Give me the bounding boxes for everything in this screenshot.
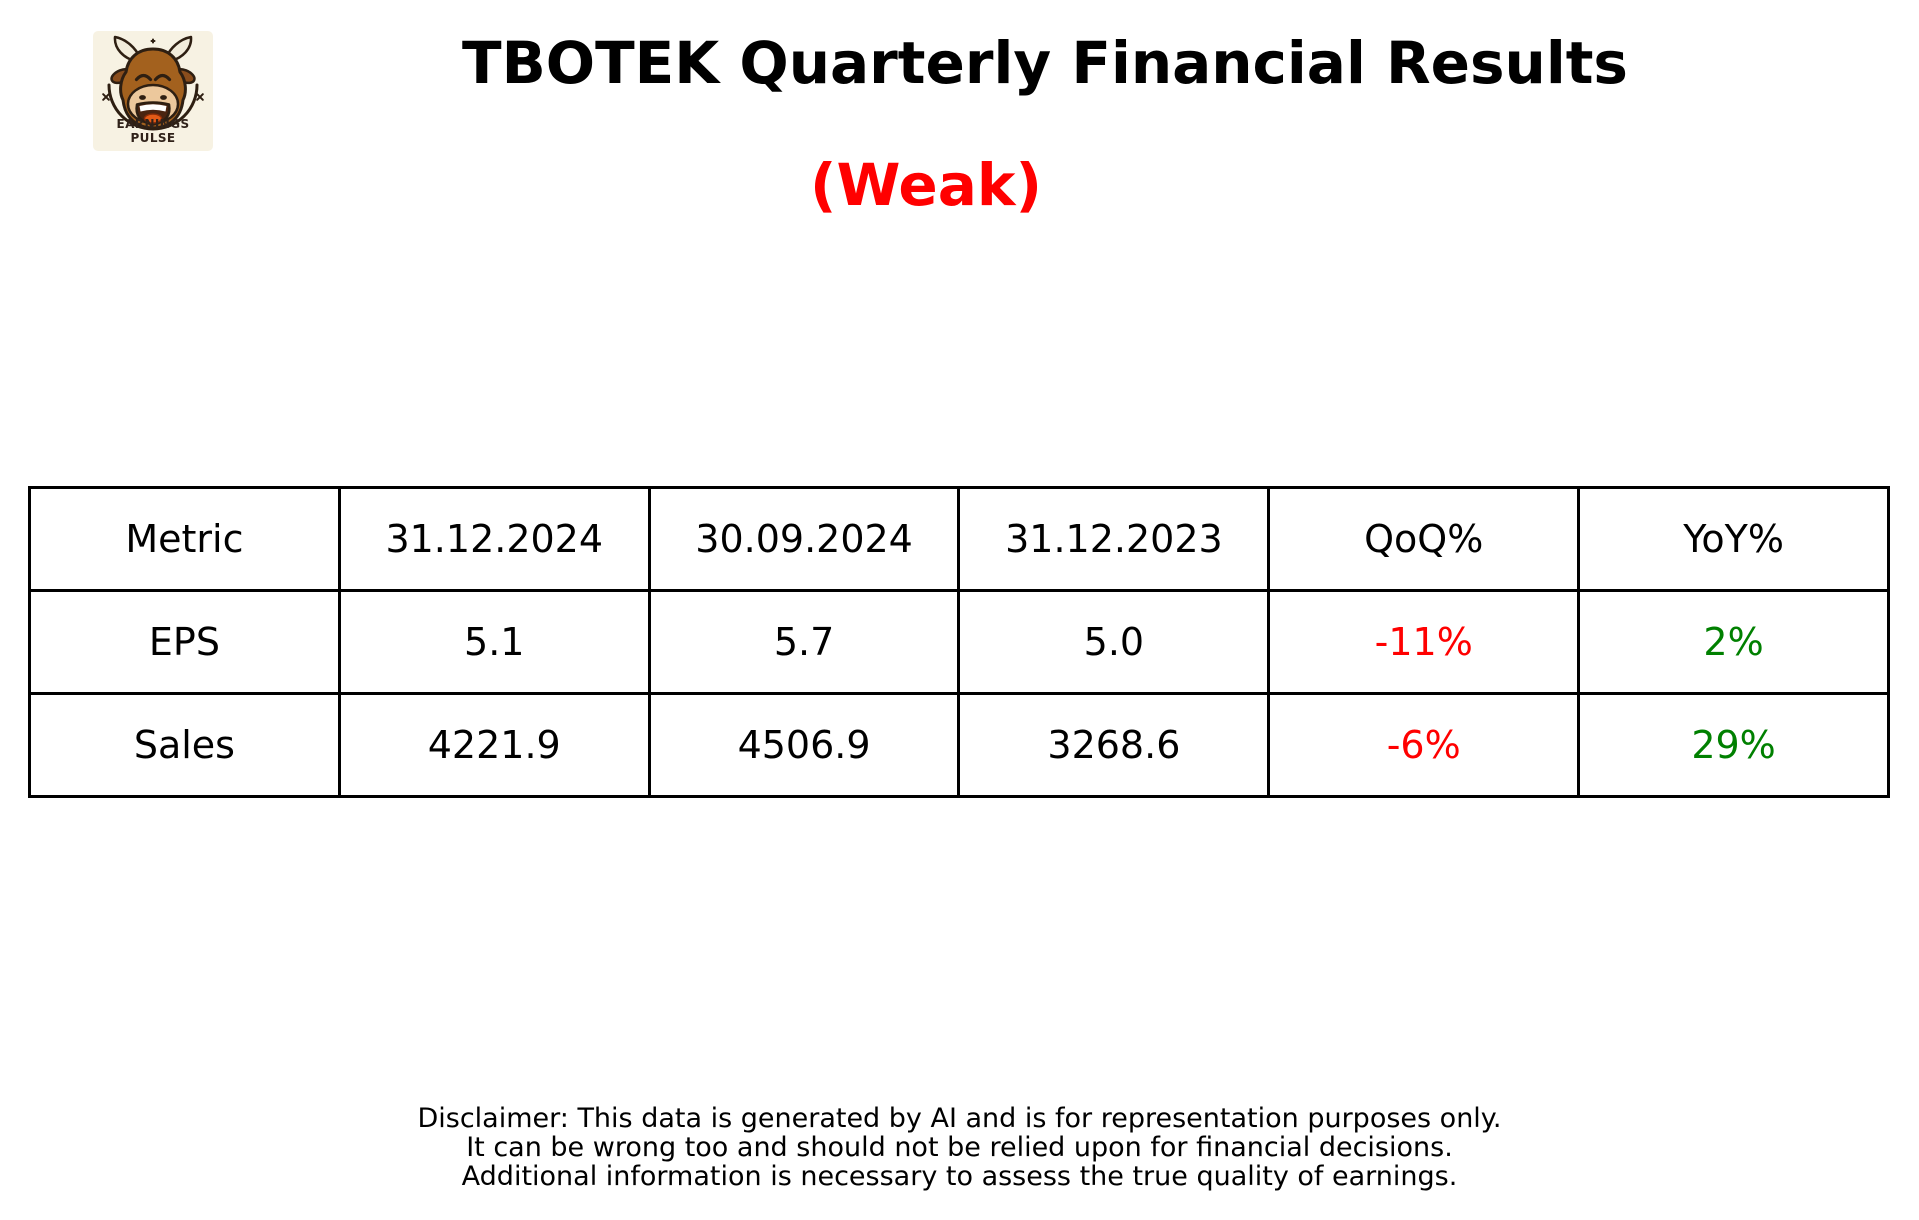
disclaimer-line-1: Disclaimer: This data is generated by AI… (417, 1103, 1502, 1134)
sales-q-current: 4221.9 (337, 692, 651, 798)
logo-caption: EARNINGS PULSE (116, 117, 190, 145)
col-header-yoy: YoY% (1577, 486, 1890, 592)
col-header-qoq: QoQ% (1267, 486, 1581, 592)
col-header-q-previous: 30.09.2024 (647, 486, 961, 592)
eps-label: EPS (28, 589, 341, 695)
bull-mascot-icon (102, 35, 204, 131)
col-header-metric: Metric (28, 486, 341, 592)
table-header-row: Metric 31.12.2024 30.09.2024 31.12.2023 … (28, 486, 1890, 592)
eps-yoy-change: 2% (1577, 589, 1890, 695)
logo-earnings-pulse: EARNINGS PULSE (93, 31, 213, 151)
disclaimer-line-2: It can be wrong too and should not be re… (466, 1132, 1453, 1163)
financial-results-table: Metric 31.12.2024 30.09.2024 31.12.2023 … (28, 486, 1890, 798)
verdict-label: (Weak) (810, 151, 1042, 219)
page-title: TBOTEK Quarterly Financial Results (462, 29, 1628, 97)
sparkle-icons (102, 38, 204, 101)
table-row-sales: Sales 4221.9 4506.9 3268.6 -6% 29% (28, 692, 1890, 798)
disclaimer: Disclaimer: This data is generated by AI… (0, 1104, 1919, 1191)
eps-q-previous: 5.7 (647, 589, 961, 695)
eps-q-yearago: 5.0 (957, 589, 1271, 695)
disclaimer-line-3: Additional information is necessary to a… (461, 1161, 1458, 1192)
eps-q-current: 5.1 (337, 589, 651, 695)
col-header-q-current: 31.12.2024 (337, 486, 651, 592)
sales-qoq-change: -6% (1267, 692, 1581, 798)
sales-q-previous: 4506.9 (647, 692, 961, 798)
sales-q-yearago: 3268.6 (957, 692, 1271, 798)
sales-yoy-change: 29% (1577, 692, 1890, 798)
eps-qoq-change: -11% (1267, 589, 1581, 695)
sales-label: Sales (28, 692, 341, 798)
table-row-eps: EPS 5.1 5.7 5.0 -11% 2% (28, 589, 1890, 695)
col-header-q-yearago: 31.12.2023 (957, 486, 1271, 592)
